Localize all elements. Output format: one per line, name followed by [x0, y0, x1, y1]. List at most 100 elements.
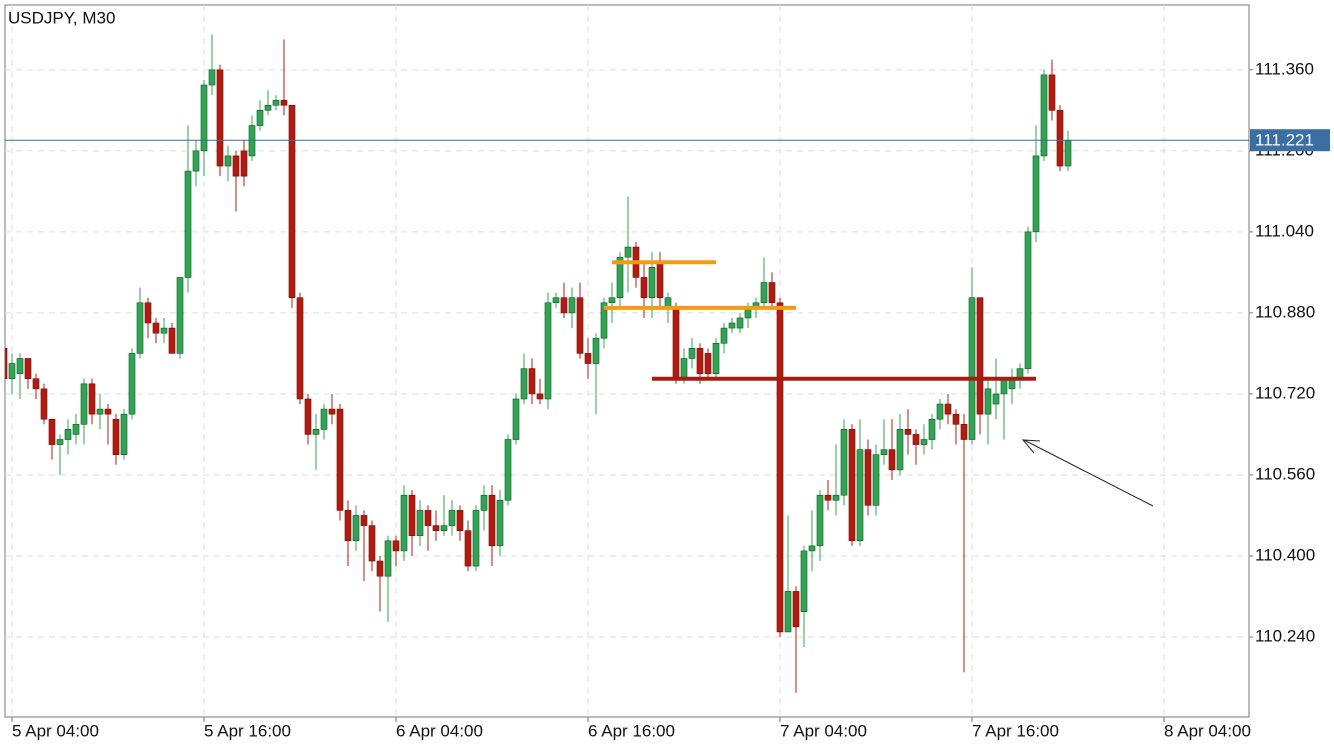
- candle-body: [160, 327, 168, 334]
- candle-body: [952, 413, 960, 425]
- candle-body: [840, 429, 848, 496]
- candle-body: [200, 84, 208, 152]
- candle-body: [352, 515, 360, 542]
- candle-body: [144, 302, 152, 324]
- candle-body: [464, 530, 472, 567]
- candle-body: [96, 408, 104, 415]
- candle-body: [16, 358, 24, 374]
- candle-body: [496, 499, 504, 547]
- candle-body: [536, 393, 544, 400]
- candle-body: [288, 104, 296, 298]
- candle-body: [1024, 231, 1032, 369]
- candle-body: [552, 297, 560, 304]
- candle-body: [584, 353, 592, 364]
- candle-body: [328, 408, 336, 415]
- candle-body: [768, 282, 776, 304]
- arrow-head: [1021, 439, 1041, 454]
- candle-body: [344, 510, 352, 542]
- candle-body: [512, 398, 520, 440]
- candle-body: [40, 388, 48, 420]
- candle-body: [704, 353, 712, 374]
- candle-body: [192, 150, 200, 172]
- candle-body: [920, 439, 928, 445]
- candle-body: [360, 515, 368, 526]
- candle-body: [520, 368, 528, 400]
- candle-body: [640, 277, 648, 298]
- candle-body: [528, 368, 536, 395]
- candle-body: [128, 353, 136, 415]
- candle-body: [136, 302, 144, 354]
- candle-body: [424, 510, 432, 526]
- y-tick-label: 111.360: [1255, 59, 1314, 78]
- axes: 110.240 110.400 110.560 110.720 110.880 111.0…: [11, 59, 1330, 740]
- candle-body: [416, 510, 424, 537]
- candle-body: [616, 256, 624, 298]
- candle-body: [968, 297, 976, 440]
- candle-body: [168, 327, 176, 354]
- candle-body: [976, 297, 984, 415]
- candle-body: [648, 267, 656, 298]
- x-tick-label: 5 Apr 16:00: [204, 721, 291, 740]
- candle-body: [184, 170, 192, 278]
- x-tick-label: 6 Apr 04:00: [396, 721, 483, 740]
- candle-body: [824, 494, 832, 501]
- candle-body: [336, 408, 344, 511]
- candle-body: [608, 297, 616, 304]
- x-tick-label: 6 Apr 16:00: [588, 721, 675, 740]
- candle-body: [624, 246, 632, 258]
- candle-body: [944, 403, 952, 415]
- candle-body: [224, 155, 232, 167]
- candle-body: [8, 363, 16, 380]
- x-tick-label: 5 Apr 04:00: [12, 721, 99, 740]
- candle-body: [712, 342, 720, 374]
- candle-body: [1056, 110, 1064, 167]
- last-price-box: [1250, 129, 1330, 152]
- candle-body: [24, 358, 32, 380]
- candle-body: [504, 439, 512, 501]
- candle-body: [248, 125, 256, 157]
- x-tick-label: 7 Apr 04:00: [780, 721, 867, 740]
- candle-body: [312, 429, 320, 435]
- x-tick-label: 8 Apr 04:00: [1164, 721, 1251, 740]
- candle-body: [688, 348, 696, 359]
- candle-body: [400, 494, 408, 552]
- candle-body: [232, 155, 240, 177]
- candle-body: [760, 282, 768, 304]
- candle-body: [728, 322, 736, 329]
- candle-body: [120, 413, 128, 455]
- candle-body: [904, 429, 912, 435]
- candle-body: [576, 297, 584, 354]
- candle-body: [912, 434, 920, 445]
- candle-body: [848, 429, 856, 542]
- candle-body: [208, 69, 216, 86]
- candle-body: [392, 540, 400, 552]
- candle-body: [800, 550, 808, 612]
- candle-body: [880, 449, 888, 455]
- candle-body: [544, 302, 552, 400]
- candle-body: [488, 494, 496, 547]
- candle-body: [928, 418, 936, 440]
- candle-body: [560, 297, 568, 314]
- candle-body: [304, 398, 312, 435]
- candle-body: [992, 393, 1000, 405]
- candle-body: [152, 322, 160, 334]
- candle-body: [112, 418, 120, 455]
- candle-body: [56, 439, 64, 445]
- chart-title: USDJPY, M30: [8, 8, 115, 27]
- arrow: [1021, 439, 1154, 507]
- candle-body: [216, 69, 224, 167]
- candle-body: [672, 307, 680, 380]
- candle-body: [888, 449, 896, 471]
- y-tick-label: 110.400: [1255, 545, 1315, 564]
- candle-body: [64, 429, 72, 440]
- candle-body: [448, 510, 456, 526]
- candle-body: [272, 99, 280, 106]
- candle-body: [264, 104, 272, 111]
- candle-body: [720, 327, 728, 344]
- candle-body: [432, 525, 440, 531]
- candle-body: [984, 388, 992, 415]
- candle-body: [816, 494, 824, 547]
- candle-body: [784, 591, 792, 633]
- candle-body: [104, 408, 112, 415]
- candle-body: [776, 302, 784, 633]
